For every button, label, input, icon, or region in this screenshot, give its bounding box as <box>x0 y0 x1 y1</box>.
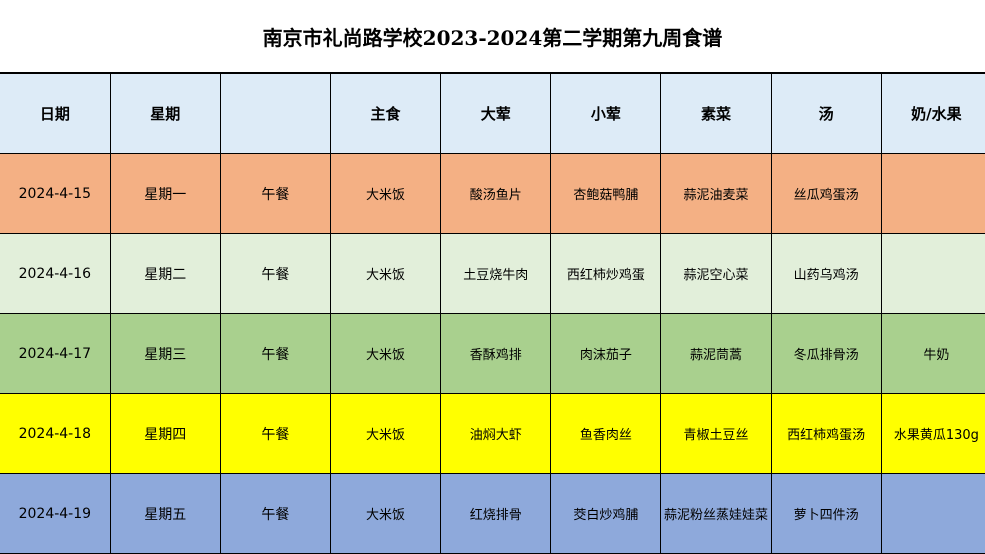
cell-extra[interactable]: 牛奶 <box>880 313 985 394</box>
cell-soup[interactable]: 丝瓜鸡蛋汤 <box>770 153 882 234</box>
cell-day[interactable]: 星期一 <box>109 153 221 234</box>
table-row: 2024-4-15 星期一 午餐 大米饭 酸汤鱼片 杏鲍菇鸭脯 蒜泥油麦菜 丝瓜鸡蛋汤 <box>0 153 985 234</box>
cell-day[interactable]: 星期三 <box>109 313 221 394</box>
cell-extra[interactable] <box>880 473 985 554</box>
cell-day[interactable]: 星期四 <box>109 393 221 474</box>
cell-date[interactable]: 2024-4-17 <box>0 313 111 394</box>
cell-date[interactable]: 2024-4-19 <box>0 473 111 554</box>
table-row: 2024-4-17 星期三 午餐 大米饭 香酥鸡排 肉沫茄子 蒜泥茼蒿 冬瓜排骨汤 牛奶 <box>0 313 985 394</box>
cell-staple[interactable]: 大米饭 <box>329 313 442 394</box>
cell-meal[interactable]: 午餐 <box>219 393 331 474</box>
header-date[interactable]: 日期 <box>0 73 111 154</box>
header-extra[interactable]: 奶/水果 <box>880 73 985 154</box>
cell-date[interactable]: 2024-4-15 <box>0 153 111 234</box>
header-row: 日期 星期 主食 大荤 小荤 素菜 汤 奶/水果 <box>0 73 985 154</box>
header-side[interactable]: 小荤 <box>550 73 662 154</box>
cell-staple[interactable]: 大米饭 <box>329 473 442 554</box>
cell-veg[interactable]: 蒜泥茼蒿 <box>660 313 772 394</box>
cell-meal[interactable]: 午餐 <box>219 313 331 394</box>
cell-extra[interactable] <box>880 233 985 314</box>
table-row: 2024-4-18 星期四 午餐 大米饭 油焖大虾 鱼香肉丝 青椒土豆丝 西红柿鸡蛋汤 水果黄瓜… <box>0 393 985 474</box>
cell-staple[interactable]: 大米饭 <box>329 153 442 234</box>
cell-staple[interactable]: 大米饭 <box>329 233 442 314</box>
cell-soup[interactable]: 冬瓜排骨汤 <box>770 313 882 394</box>
cell-day[interactable]: 星期二 <box>109 233 221 314</box>
header-soup[interactable]: 汤 <box>770 73 882 154</box>
cell-veg[interactable]: 蒜泥粉丝蒸娃娃菜 <box>660 473 772 554</box>
table-row: 2024-4-16 星期二 午餐 大米饭 土豆烧牛肉 西红柿炒鸡蛋 蒜泥空心菜 山药乌鸡汤 <box>0 233 985 314</box>
cell-side[interactable]: 肉沫茄子 <box>550 313 662 394</box>
cell-meal[interactable]: 午餐 <box>219 233 331 314</box>
cell-day[interactable]: 星期五 <box>109 473 221 554</box>
cell-main[interactable]: 香酥鸡排 <box>440 313 552 394</box>
cell-main[interactable]: 红烧排骨 <box>440 473 552 554</box>
header-main[interactable]: 大荤 <box>440 73 552 154</box>
table-row: 2024-4-19 星期五 午餐 大米饭 红烧排骨 茭白炒鸡脯 蒜泥粉丝蒸娃娃菜 萝卜四件汤 <box>0 473 985 554</box>
cell-side[interactable]: 杏鲍菇鸭脯 <box>550 153 662 234</box>
cell-side[interactable]: 西红柿炒鸡蛋 <box>550 233 662 314</box>
cell-main[interactable]: 土豆烧牛肉 <box>440 233 552 314</box>
cell-soup[interactable]: 西红柿鸡蛋汤 <box>770 393 882 474</box>
cell-meal[interactable]: 午餐 <box>219 473 331 554</box>
cell-main[interactable]: 油焖大虾 <box>440 393 552 474</box>
header-day[interactable]: 星期 <box>109 73 221 154</box>
menu-title: 南京市礼尚路学校2023-2024第二学期第九周食谱 <box>0 0 985 73</box>
cell-main[interactable]: 酸汤鱼片 <box>440 153 552 234</box>
cell-veg[interactable]: 青椒土豆丝 <box>660 393 772 474</box>
cell-soup[interactable]: 山药乌鸡汤 <box>770 233 882 314</box>
cell-veg[interactable]: 蒜泥油麦菜 <box>660 153 772 234</box>
cell-side[interactable]: 茭白炒鸡脯 <box>550 473 662 554</box>
header-staple[interactable]: 主食 <box>329 73 442 154</box>
header-meal[interactable] <box>219 73 331 154</box>
cell-extra[interactable]: 水果黄瓜130g <box>880 393 985 474</box>
cell-side[interactable]: 鱼香肉丝 <box>550 393 662 474</box>
cell-meal[interactable]: 午餐 <box>219 153 331 234</box>
header-veg[interactable]: 素菜 <box>660 73 772 154</box>
cell-staple[interactable]: 大米饭 <box>329 393 442 474</box>
cell-veg[interactable]: 蒜泥空心菜 <box>660 233 772 314</box>
cell-extra[interactable] <box>880 153 985 234</box>
cell-date[interactable]: 2024-4-18 <box>0 393 111 474</box>
cell-soup[interactable]: 萝卜四件汤 <box>770 473 882 554</box>
cell-date[interactable]: 2024-4-16 <box>0 233 111 314</box>
menu-table: 日期 星期 主食 大荤 小荤 素菜 汤 奶/水果 2024-4-15 星期一 午餐大… <box>0 73 985 554</box>
